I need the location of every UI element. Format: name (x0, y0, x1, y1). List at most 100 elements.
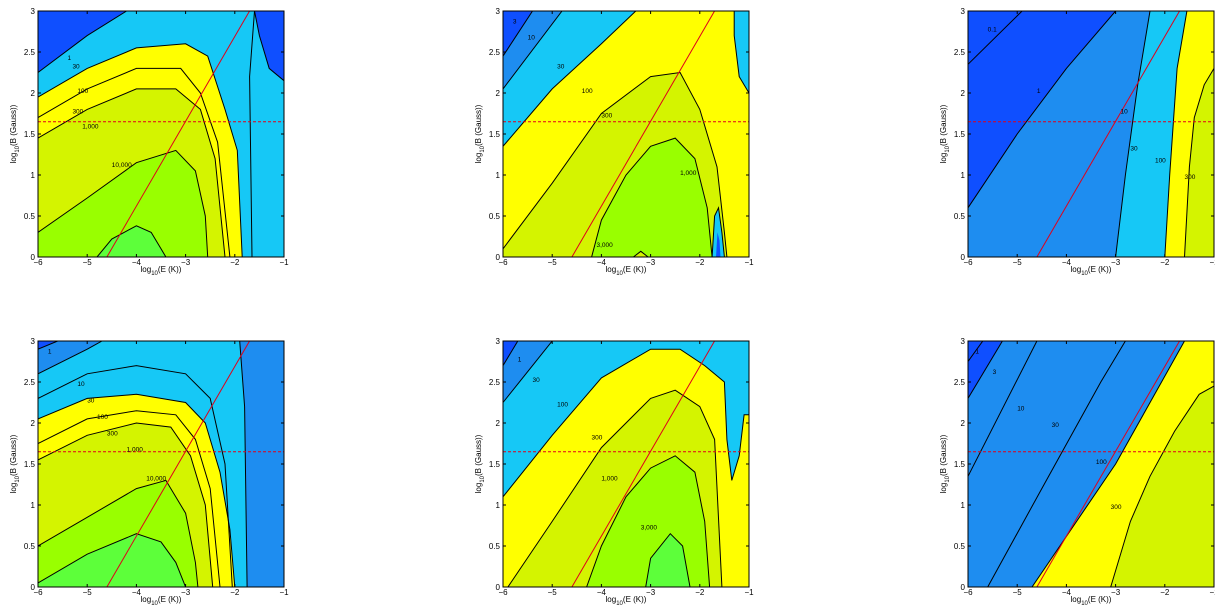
contour-label: 1 (518, 357, 522, 364)
contour-label: 1,000 (82, 123, 99, 130)
y-axis-label: log10(B (Gauss)) (939, 104, 951, 163)
contour-fill-band_7 (645, 533, 690, 587)
y-tick-label: 3 (31, 7, 36, 16)
x-axis-label-subscript: 10 (1081, 271, 1088, 277)
x-tick-label: −5 (83, 588, 93, 597)
solid-reference-line (1036, 341, 1180, 587)
y-tick-label: 1.5 (24, 130, 36, 139)
x-tick-label: −4 (1062, 588, 1072, 597)
y-axis-label-text: (B (Gauss)) (9, 434, 18, 476)
panel-top-right: 0.1 1 10 30 100 300 −6 −5 −4 −3 −2 −1 0 0.5 1 1.5 2 2.5 3 l… (939, 7, 1215, 277)
x-tick-label: −5 (83, 258, 93, 267)
x-axis-label: log10(E (K)) (141, 265, 182, 277)
contour-label: 1 (1037, 88, 1041, 95)
x-axis-label-text: log (141, 265, 152, 274)
plot-area: 1 3 10 30 100 300 (968, 341, 1214, 587)
contour-line (968, 341, 984, 362)
contour-label: 3,000 (596, 242, 613, 249)
contour-label: 300 (1111, 504, 1122, 511)
contour-label: 1 (68, 55, 72, 62)
x-axis-label-subscript: 10 (151, 601, 158, 606)
y-tick-label: 1 (496, 171, 501, 180)
y-axis-label-text: (B (Gauss)) (474, 434, 483, 476)
x-axis-label: log10(E (K)) (141, 595, 182, 606)
y-axis-label-text: (B (Gauss)) (939, 434, 948, 476)
contour-line (503, 11, 563, 90)
contour-line (239, 341, 248, 587)
contour-label: 3,000 (641, 525, 658, 532)
contour-line (38, 88, 226, 257)
x-tick-label: −6 (33, 258, 43, 267)
x-tick-label: −4 (132, 588, 142, 597)
contour-label: 3 (513, 18, 517, 25)
contour-line (249, 11, 255, 257)
y-axis-label-subscript: 10 (945, 145, 951, 152)
contour-label: 1,000 (680, 170, 697, 177)
y-axis-label-text: log (474, 153, 483, 164)
contour-line (254, 11, 284, 82)
y-tick-label: 0.5 (954, 212, 966, 221)
contour-line (38, 393, 236, 587)
plot-area: 1 10 30 100 300 1,000 10,000 (38, 341, 284, 587)
solid-reference-line (106, 11, 250, 257)
x-axis-label: log10(E (K)) (606, 595, 647, 606)
y-tick-label: 0 (961, 253, 966, 262)
y-axis-label-text: (B (Gauss)) (474, 104, 483, 146)
x-axis-label-subscript: 10 (1081, 601, 1088, 606)
y-axis-label-text: (B (Gauss)) (939, 104, 948, 146)
y-axis-label: log10(B (Gauss)) (939, 434, 951, 493)
contour-label: 100 (77, 88, 88, 95)
x-axis-label-text: (E (K)) (1088, 595, 1112, 604)
x-axis-label-text: (E (K)) (623, 595, 647, 604)
contour-label: 10 (1017, 406, 1025, 413)
contour-label: 10 (77, 381, 85, 388)
x-axis-label-subscript: 10 (151, 271, 158, 277)
solid-reference-line (571, 11, 715, 257)
contour-line (591, 137, 713, 257)
contour-line (503, 71, 728, 257)
y-tick-label: 1 (961, 501, 966, 510)
contour-fill-band_7 (38, 533, 186, 587)
y-axis-label-subscript: 10 (15, 145, 21, 152)
x-tick-label: −4 (597, 588, 607, 597)
y-tick-label: 2 (961, 419, 966, 428)
y-axis-label: log10(B (Gauss)) (474, 434, 486, 493)
contour-line (987, 341, 1126, 587)
contour-line (38, 422, 214, 587)
contour-fill-band_5 (1110, 386, 1214, 587)
x-tick-label: −3 (646, 258, 656, 267)
contour-line (38, 11, 127, 73)
x-axis-label-text: (E (K)) (158, 265, 182, 274)
contour-line (503, 11, 637, 147)
x-tick-label: −1 (1209, 588, 1215, 597)
contour-line (503, 341, 553, 403)
x-tick-label: −6 (33, 588, 43, 597)
contour-line (507, 389, 723, 587)
contour-label: 30 (533, 377, 541, 384)
contour-label: 100 (1155, 158, 1166, 165)
plot-area: 3 10 30 100 300 1,000 3,000 (503, 11, 749, 257)
y-tick-label: 0.5 (954, 542, 966, 551)
contour-label: 1 (975, 348, 979, 355)
y-axis-label-text: log (474, 483, 483, 494)
contour-line (968, 11, 1023, 65)
contour-label: 1,000 (601, 475, 618, 482)
contour-label: 10,000 (112, 162, 132, 169)
y-tick-label: 0 (961, 583, 966, 592)
contour-line (38, 479, 199, 587)
contour-label: 1,000 (127, 447, 144, 454)
y-axis-label: log10(B (Gauss)) (9, 434, 21, 493)
y-tick-label: 2 (496, 419, 501, 428)
y-axis-label-subscript: 10 (15, 475, 21, 482)
x-axis-label-text: log (606, 595, 617, 604)
y-tick-label: 1.5 (954, 460, 966, 469)
y-axis-label-subscript: 10 (945, 475, 951, 482)
x-axis-label-text: log (606, 265, 617, 274)
contour-line (968, 11, 1116, 209)
x-axis-label-text: (E (K)) (158, 595, 182, 604)
plot-area: 130 100 300 1,000 10,000 (38, 11, 284, 257)
x-tick-label: −2 (1160, 258, 1170, 267)
plot-area: 0.1 1 10 30 100 300 (968, 11, 1214, 257)
contour-label: 300 (72, 109, 83, 116)
